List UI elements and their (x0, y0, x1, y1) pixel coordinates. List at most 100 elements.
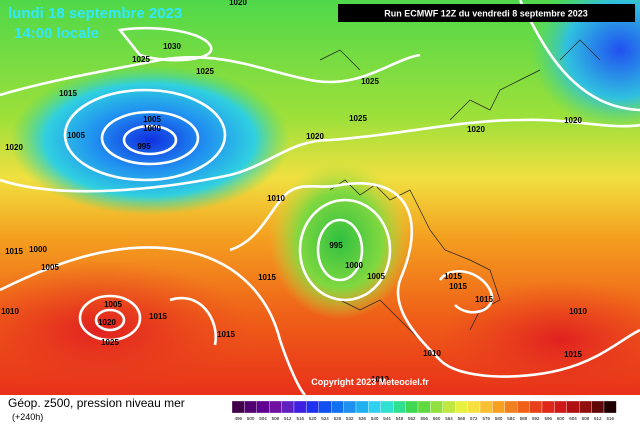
scale-label: 584 (507, 416, 515, 421)
scale-label: 568 (458, 416, 466, 421)
isobar-label: 1005 (143, 115, 161, 124)
isobar-label: 1025 (132, 55, 150, 64)
scale-label: 536 (358, 416, 366, 421)
isobar-label: 1015 (475, 295, 493, 304)
scale-label: 524 (321, 416, 329, 421)
scale-swatch (591, 400, 605, 414)
scale-swatch (430, 400, 443, 414)
scale-label: 564 (445, 416, 453, 421)
scale-label: 596 (544, 416, 552, 421)
scale-swatch (579, 400, 592, 414)
scale-label: 552 (408, 416, 416, 421)
isobar-labels: 1020103010251025102510251015100510051000… (1, 0, 587, 384)
forecast-date: lundi 18 septembre 2023 (8, 5, 182, 22)
isobar-label: 1005 (104, 300, 122, 309)
scale-label: 572 (470, 416, 478, 421)
scale-label: 592 (532, 416, 540, 421)
isobar-label: 1000 (29, 245, 47, 254)
isobar-label: 1015 (5, 247, 23, 256)
scale-swatch (566, 400, 580, 414)
scale-swatch (417, 400, 431, 414)
scale-swatch (306, 400, 319, 414)
scale-swatch (256, 400, 270, 414)
scale-label: 608 (582, 416, 590, 421)
scale-swatch (355, 400, 369, 414)
scale-swatch (479, 400, 493, 414)
forecast-time: 14:00 locale (14, 25, 99, 42)
scale-swatch (554, 400, 567, 414)
scale-label: 556 (420, 416, 428, 421)
copyright: Copyright 2023 Meteociel.fr (311, 377, 429, 387)
scale-swatch (393, 400, 406, 414)
scale-swatch (331, 400, 344, 414)
scale-swatch (318, 400, 332, 414)
isobar-label: 1030 (163, 42, 181, 51)
scale-label: 576 (482, 416, 490, 421)
isobar-label: 1000 (143, 124, 161, 133)
scale-label: 532 (346, 416, 354, 421)
scale-swatch (293, 400, 307, 414)
scale-label: 544 (383, 416, 391, 421)
scale-swatch (467, 400, 481, 414)
warm-field (440, 280, 640, 400)
scale-label: 496 (234, 416, 242, 421)
isobar-label: 1005 (367, 272, 385, 281)
isobar-label: 1010 (267, 194, 285, 203)
isobar-label: 1015 (217, 330, 235, 339)
isobar-label: 1015 (258, 273, 276, 282)
isobar-label: 1000 (345, 261, 363, 270)
scale-swatch (517, 400, 530, 414)
scale-swatch (269, 400, 282, 414)
scale-swatch (405, 400, 419, 414)
isobar-label: 1020 (98, 318, 116, 327)
run-banner (338, 4, 635, 22)
scale-label: 540 (371, 416, 379, 421)
scale-swatch (541, 400, 555, 414)
scale-label: 528 (334, 416, 342, 421)
isobar-label: 995 (329, 241, 343, 250)
isobar-label: 1015 (59, 89, 77, 98)
scale-label: 512 (284, 416, 292, 421)
scale-label: 588 (520, 416, 528, 421)
scale-swatch (529, 400, 543, 414)
isobar-label: 1010 (371, 375, 389, 384)
scale-swatch (231, 400, 245, 414)
map-area: 1020103010251025102510251015100510051000… (0, 0, 640, 400)
scale-label: 504 (259, 416, 267, 421)
scale-label: 516 (296, 416, 304, 421)
scale-swatch (244, 400, 257, 414)
isobar-label: 995 (137, 142, 151, 151)
scale-swatch (380, 400, 394, 414)
scale-label: 600 (557, 416, 565, 421)
scale-swatch (603, 400, 617, 414)
isobar-label: 1020 (229, 0, 247, 7)
scale-label: 560 (433, 416, 441, 421)
scale-label: 508 (272, 416, 280, 421)
isobar-label: 1010 (423, 349, 441, 358)
caption: Géop. z500, pression niveau mer (8, 396, 185, 410)
isobar-label: 1015 (449, 282, 467, 291)
scale-label: 604 (569, 416, 577, 421)
isobar-label: 1025 (196, 67, 214, 76)
isobar-label: 1010 (569, 307, 587, 316)
isobar-label: 1010 (1, 307, 19, 316)
scale-swatch (343, 400, 357, 414)
isobars (0, 0, 640, 395)
isobar-label: 1005 (41, 263, 59, 272)
low-field (530, 0, 640, 130)
scale-swatch (492, 400, 505, 414)
scale-swatch (368, 400, 381, 414)
isobar-label: 1015 (149, 312, 167, 321)
low-field (10, 65, 290, 215)
scale-label: 548 (396, 416, 404, 421)
scale-swatch (281, 400, 295, 414)
trough-field (270, 160, 410, 320)
isobar-label: 1025 (349, 114, 367, 123)
scale-swatch (504, 400, 518, 414)
scale-label: 616 (606, 416, 614, 421)
warm-field (0, 260, 250, 400)
isobar-label: 1015 (444, 272, 462, 281)
isobar-label: 1020 (564, 116, 582, 125)
coastline (319, 39, 601, 341)
